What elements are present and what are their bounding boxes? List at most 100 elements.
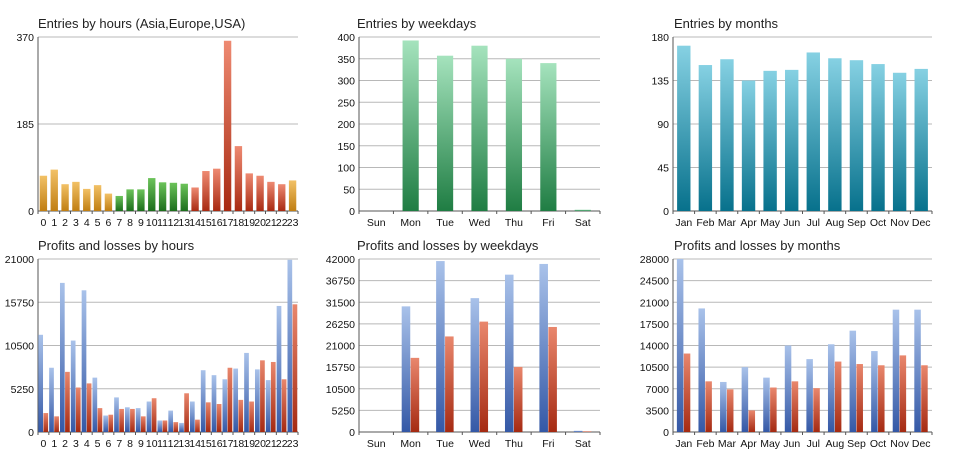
x-tick-label: 15 <box>200 438 212 450</box>
x-tick-label: 19 <box>243 438 255 450</box>
profits-losses-by-months-svg: Profits and losses by months 0 3500 7000 105… <box>640 238 933 450</box>
entries-by-months-svg: Entries by months 0 45 90 135 180 Jan Feb Mar Apr… <box>651 16 933 229</box>
x-tick-label: 10 <box>146 217 158 229</box>
x-tick-label: 1 <box>51 438 57 450</box>
x-tick-label: Feb <box>696 438 714 450</box>
profit-bar <box>784 345 792 432</box>
bar <box>574 209 591 211</box>
profit-bar <box>763 377 770 432</box>
y-tick-label: 150 <box>337 141 355 153</box>
loss-bar <box>238 399 244 432</box>
profit-bar <box>265 380 271 432</box>
bar <box>245 173 253 211</box>
loss-bar <box>140 416 146 432</box>
x-tick-label: 4 <box>84 438 90 450</box>
x-tick-label: 6 <box>105 217 111 229</box>
entries-by-weekdays-svg: Entries by weekdays 0 50 100 150 200 250 300 350… <box>337 16 601 229</box>
profit-bar <box>179 422 184 432</box>
loss-bar <box>205 402 211 432</box>
x-tick-label: 22 <box>276 438 288 450</box>
entries-by-hours-svg: Entries by hours (Asia,Europe,USA)018537… <box>16 16 299 229</box>
loss-bar <box>119 408 124 432</box>
x-tick-label: 23 <box>287 217 299 229</box>
profits-losses-by-weekdays-svg: Profits and losses by weekdays 0 5250 10500… <box>326 238 601 450</box>
y-tick-label: 21000 <box>640 297 669 309</box>
profit-bar <box>849 330 857 432</box>
loss-bar <box>921 365 928 432</box>
loss-bar <box>54 416 59 432</box>
x-tick-label: Dec <box>912 438 931 450</box>
y-tick-label: 15750 <box>5 297 34 309</box>
profit-bar <box>806 359 813 432</box>
profit-bar <box>189 401 195 432</box>
x-tick-label: Oct <box>870 217 886 229</box>
chart-entries-by-hours: Entries by hours (Asia,Europe,USA) 0 185 37… <box>0 0 320 237</box>
loss-bar <box>410 357 420 432</box>
bar <box>223 40 232 211</box>
bar <box>50 169 58 211</box>
y-tick-label: 31500 <box>326 297 355 309</box>
profit-bar <box>741 367 749 432</box>
bar <box>871 64 885 211</box>
bar <box>677 45 691 212</box>
y-tick-label: 10500 <box>640 362 669 374</box>
x-tick-label: 2 <box>62 438 68 450</box>
profit-bar <box>539 263 548 432</box>
loss-bar <box>878 365 885 432</box>
bar <box>213 168 221 211</box>
y-tick-label: 7000 <box>646 384 670 396</box>
chart-profits-losses-by-hours: Profits and losses by hours 0 5250 10500 157… <box>0 237 320 475</box>
x-tick-label: Nov <box>890 217 909 229</box>
x-tick-label: 21 <box>265 217 277 229</box>
bar <box>93 185 102 211</box>
y-tick-label: 90 <box>657 119 669 131</box>
bar <box>191 187 199 211</box>
loss-bar <box>582 431 592 432</box>
bar <box>256 175 264 211</box>
loss-bar <box>445 336 454 432</box>
x-tick-label: Jan <box>675 438 692 450</box>
chart-title: Entries by months <box>674 16 779 31</box>
loss-bar <box>216 403 222 432</box>
x-tick-label: Sat <box>575 438 591 450</box>
profit-bar <box>103 415 109 432</box>
loss-bar <box>899 355 907 432</box>
profit-bar <box>38 334 44 432</box>
y-tick-label: 0 <box>663 427 669 439</box>
chart-title: Entries by weekdays <box>357 16 477 31</box>
y-tick-label: 5250 <box>11 384 35 396</box>
loss-bar <box>281 379 287 432</box>
loss-bar <box>770 387 777 432</box>
bar <box>158 182 167 211</box>
bar <box>806 52 820 211</box>
x-tick-label: Sep <box>847 438 866 450</box>
x-tick-label: 3 <box>73 438 79 450</box>
bar <box>137 189 145 211</box>
profit-bar <box>135 408 141 432</box>
y-tick-label: 26250 <box>326 319 355 331</box>
bar <box>741 80 756 211</box>
x-tick-label: Fri <box>542 438 554 450</box>
loss-bar <box>726 389 734 432</box>
y-tick-label: 14000 <box>640 341 669 353</box>
chart-profits-losses-by-weekdays: Profits and losses by weekdays 0 5250 10500… <box>320 237 640 475</box>
bar <box>180 183 188 211</box>
y-tick-label: 10500 <box>5 341 34 353</box>
x-tick-label: 12 <box>168 438 180 450</box>
bar <box>169 182 178 211</box>
bar <box>115 195 123 211</box>
x-tick-label: 4 <box>84 217 90 229</box>
y-tick-label: 200 <box>337 119 355 131</box>
bar <box>72 181 80 211</box>
loss-bar <box>249 401 254 432</box>
profit-bar <box>59 282 65 432</box>
profit-bar <box>914 309 921 432</box>
x-tick-label: Oct <box>870 438 886 450</box>
profit-bar <box>276 305 282 432</box>
x-tick-label: Sun <box>367 438 386 450</box>
bar <box>202 171 210 211</box>
x-tick-label: Wed <box>469 438 491 450</box>
profit-bar <box>871 351 878 432</box>
profit-bar <box>233 368 239 432</box>
chart-entries-by-weekdays: Entries by weekdays 0 50 100 150 200 250 300 350… <box>320 0 640 237</box>
